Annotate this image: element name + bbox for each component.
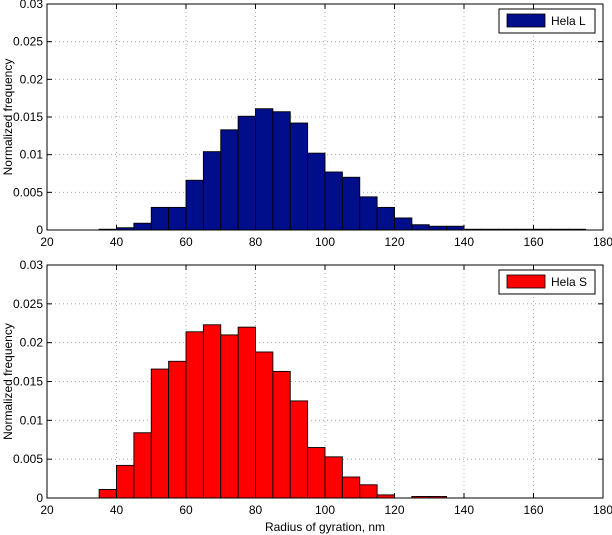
y-tick-label: 0.02 (20, 336, 44, 350)
x-tick-label: 100 (315, 503, 335, 517)
histogram-bar (446, 225, 465, 231)
histogram-panel-hela-l: 20 40 60 80 100 120 140 160 180 0 0.005 0.01 0.015 0.… (1, 0, 612, 249)
histogram-bar (98, 489, 117, 499)
x-tick-label: 40 (110, 503, 124, 517)
y-tick-label: 0.025 (13, 35, 43, 49)
histogram-bar (307, 152, 326, 231)
legend-swatch (506, 13, 546, 28)
histogram-bar (324, 171, 343, 231)
histogram-bar (359, 196, 378, 231)
legend-box (498, 269, 596, 295)
legend: Hela S (498, 269, 596, 295)
histogram-bar (202, 151, 222, 231)
x-tick-label: 80 (249, 235, 263, 249)
x-tick-label: 20 (40, 235, 54, 249)
y-tick-label: 0 (36, 491, 43, 505)
y-axis-label: Normalized frequency (1, 323, 15, 440)
y-tick-label: 0.01 (20, 413, 44, 427)
y-tick-label: 0.03 (20, 0, 44, 11)
histogram-bar (150, 206, 170, 231)
x-tick-label: 100 (315, 235, 335, 249)
y-axis-label: Normalized frequency (1, 59, 15, 176)
histogram-panel-hela-s: 20 40 60 80 100 120 140 160 180 0 0.005 0.01 0.015 0.… (1, 258, 612, 534)
y-tick-label: 0.005 (13, 185, 43, 199)
legend: Hela L (498, 8, 596, 34)
x-tick-label: 80 (249, 503, 263, 517)
histogram-bar (220, 129, 239, 231)
y-tick-label: 0 (36, 223, 43, 237)
x-tick-label: 120 (384, 235, 404, 249)
x-tick-label: 180 (593, 503, 612, 517)
legend-label: Hela S (551, 275, 587, 289)
histogram-bar (428, 225, 448, 231)
histogram-bar (341, 476, 361, 499)
x-tick-label: 160 (523, 235, 543, 249)
x-tick-label: 140 (454, 235, 474, 249)
x-tick-label: 60 (179, 503, 193, 517)
histogram-bar (168, 206, 187, 231)
histogram-bar (237, 326, 256, 499)
x-tick-label: 40 (110, 235, 124, 249)
x-tick-label: 60 (179, 235, 193, 249)
histogram-bar (150, 368, 170, 499)
y-tick-label: 0.03 (20, 258, 44, 272)
histogram-bar (307, 447, 326, 499)
y-tick-label: 0.025 (13, 297, 43, 311)
histogram-bar (220, 334, 239, 499)
x-tick-label: 160 (523, 503, 543, 517)
y-tick-label: 0.005 (13, 452, 43, 466)
legend-swatch (506, 274, 546, 289)
histogram-bar (272, 370, 291, 499)
histogram-bar (255, 351, 274, 499)
histogram-bar (255, 108, 274, 231)
histogram-bar (185, 179, 204, 231)
x-tick-label: 20 (40, 503, 54, 517)
legend-label: Hela L (551, 14, 586, 28)
x-tick-label: 140 (454, 503, 474, 517)
histogram-bar (289, 400, 309, 499)
histogram-bar (116, 464, 135, 499)
y-tick-label: 0.015 (13, 375, 43, 389)
x-tick-label: 120 (384, 503, 404, 517)
histogram-bar (185, 331, 204, 499)
histogram-bar (237, 115, 256, 231)
histogram-bar (272, 111, 291, 231)
histogram-bar (376, 206, 395, 231)
histogram-bar (394, 217, 413, 231)
histogram-bar (324, 456, 343, 499)
histogram-bar (341, 176, 361, 231)
histogram-bar (168, 360, 187, 499)
y-tick-label: 0.01 (20, 148, 44, 162)
x-axis-label: Radius of gyration, nm (265, 520, 385, 534)
histogram-bar (133, 222, 152, 231)
y-tick-label: 0.015 (13, 110, 43, 124)
x-tick-label: 180 (593, 235, 612, 249)
y-tick-label: 0.02 (20, 72, 44, 86)
histogram-bar (289, 122, 309, 231)
histogram-bar (359, 484, 378, 499)
histogram-bar (202, 324, 222, 499)
histogram-bar (411, 224, 430, 231)
histogram-bar (133, 432, 152, 499)
